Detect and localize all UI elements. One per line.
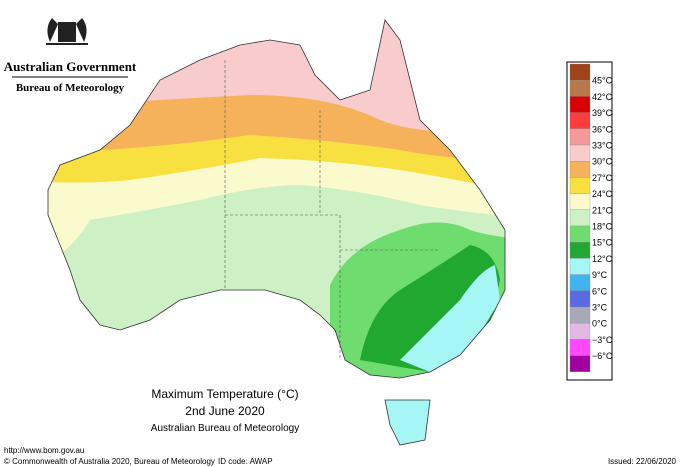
legend-swatch [569,80,591,97]
legend-label: 12°C [592,254,613,264]
legend-label: 39°C [592,108,613,118]
legend-label: 0°C [592,319,608,329]
legend-label: 30°C [592,157,613,167]
legend-label: −3°C [592,335,613,345]
legend-swatch [569,177,591,194]
legend-label: 27°C [592,173,613,183]
footer-id: ID code: AWAP [218,457,273,466]
footer-copyright: © Commonwealth of Australia 2020, Bureau… [4,457,215,466]
legend-label: 24°C [592,189,613,199]
legend-swatch [569,306,591,324]
legend-label: 15°C [592,238,613,248]
legend-label: 36°C [592,124,613,134]
legend-swatch [569,355,591,372]
legend-label: 42°C [592,92,613,102]
legend-swatch [569,290,591,308]
crest [46,18,88,45]
legend-swatch [569,112,591,129]
legend-swatch [569,323,591,340]
legend-swatch [569,96,591,113]
footer-url: http://www.bom.gov.au [4,446,84,455]
legend-swatch [569,128,591,146]
legend-swatch [569,63,591,81]
bureau: Bureau of Meteorology [16,82,125,94]
legend-swatch [569,209,591,227]
map-date: 2nd June 2020 [185,404,265,418]
legend-label: 21°C [592,205,613,215]
legend-swatch [569,225,591,243]
legend: 45°C 42°C 39°C 36°C 33°C 30°C 27°C 24°C 21°C 18°C… [569,63,613,372]
map-title: Maximum Temperature (°C) [151,387,298,401]
legend-swatch [569,161,591,178]
agency: Australian Government [4,59,137,74]
legend-swatch [569,258,591,275]
state-borders [224,60,440,360]
footer-issued: Issued: 22/06/2020 [608,457,677,466]
map-source: Australian Bureau of Meteorology [151,423,299,434]
legend-swatch [569,274,591,291]
legend-label: 45°C [592,76,613,86]
legend-swatch [569,242,591,259]
legend-label: 18°C [592,222,613,232]
legend-label: 33°C [592,141,613,151]
legend-label: 6°C [592,286,608,296]
legend-swatch [569,339,591,356]
legend-swatch [569,144,591,162]
legend-label: 9°C [592,270,608,280]
legend-label: 3°C [592,303,608,313]
legend-swatch [569,193,591,210]
coastline [47,19,506,446]
legend-label: −6°C [592,351,613,361]
